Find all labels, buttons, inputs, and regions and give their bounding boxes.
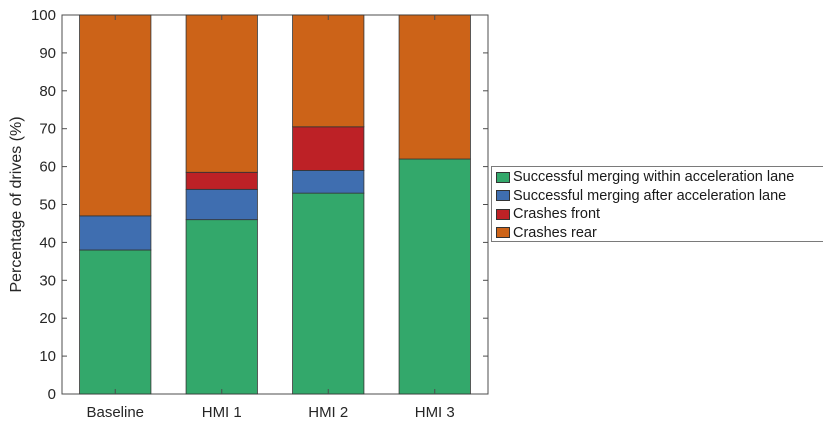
legend-item: Successful merging within acceleration l…: [496, 168, 823, 187]
legend-swatch: [496, 227, 510, 239]
bar-segment: [398, 158, 471, 395]
legend-label: Successful merging after acceleration la…: [513, 187, 787, 204]
legend: Successful merging within acceleration l…: [491, 166, 823, 242]
y-tick-label: 40: [39, 234, 56, 251]
bar-segment: [292, 126, 365, 171]
legend-item: Crashes front: [496, 205, 823, 224]
bar-segment: [292, 169, 365, 194]
y-axis-label: Percentage of drives (%): [8, 116, 25, 292]
x-tick-label: HMI 3: [415, 404, 455, 421]
legend-label: Crashes front: [513, 206, 601, 223]
bar-segment: [292, 14, 365, 128]
bar-segment: [79, 249, 152, 395]
bar-segment: [292, 192, 365, 395]
y-tick-label: 60: [39, 159, 56, 176]
y-tick-label: 20: [39, 310, 56, 327]
bar-segment: [185, 14, 258, 173]
bar-segment: [185, 171, 258, 190]
y-tick-label: 10: [39, 348, 56, 365]
y-tick-label: 90: [39, 45, 56, 62]
x-tick-label: HMI 2: [308, 404, 348, 421]
x-tick-label: HMI 1: [202, 404, 242, 421]
y-tick-label: 50: [39, 197, 56, 214]
bar-segment: [185, 188, 258, 221]
y-tick-label: 100: [31, 7, 56, 24]
legend-label: Successful merging within acceleration l…: [513, 169, 795, 186]
bar-segment: [79, 14, 152, 217]
bar-segment: [79, 215, 152, 251]
bar-segment: [185, 219, 258, 395]
x-tick-label: Baseline: [86, 404, 144, 421]
legend-item: Successful merging after acceleration la…: [496, 187, 823, 206]
y-tick-label: 0: [48, 386, 56, 403]
y-tick-label: 70: [39, 121, 56, 138]
legend-swatch: [496, 190, 510, 202]
legend-item: Crashes rear: [496, 224, 823, 243]
legend-label: Crashes rear: [513, 224, 597, 241]
legend-swatch: [496, 171, 510, 183]
bar-segment: [398, 14, 471, 160]
legend-swatch: [496, 208, 510, 220]
y-tick-label: 30: [39, 272, 56, 289]
y-tick-label: 80: [39, 83, 56, 100]
